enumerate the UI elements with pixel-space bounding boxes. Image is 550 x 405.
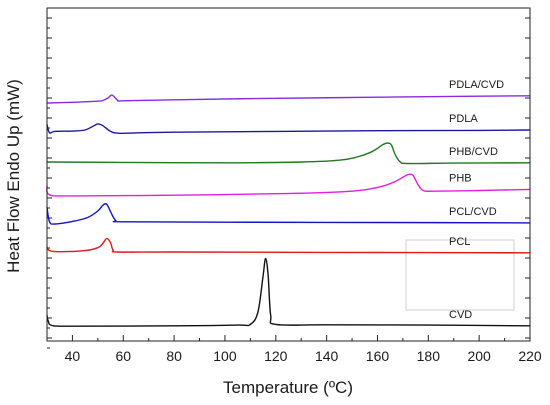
series-label-pcl: PCL	[449, 236, 470, 248]
series-line-pdla	[46, 123, 531, 135]
x-tick-label: 40	[65, 348, 81, 364]
series-labels: PDLA/CVD PDLA PHB/CVD PHB PCL/CVD PCL CVD	[449, 79, 504, 321]
series-label-pdla: PDLA	[449, 113, 478, 125]
series-label-pdla-cvd: PDLA/CVD	[449, 79, 504, 91]
x-tick-label: 140	[315, 348, 339, 364]
series-layer	[46, 94, 531, 327]
series-label-cvd: CVD	[449, 309, 472, 321]
series-label-phb: PHB	[449, 172, 472, 184]
x-axis-ticks: 40 60 80 100 120 140 160 180 200 220	[46, 335, 542, 364]
series-line-pdla-cvd	[46, 94, 531, 104]
x-axis-title: Temperature (ºC)	[223, 378, 353, 397]
x-tick-label: 220	[518, 348, 542, 364]
x-tick-label: 60	[115, 348, 131, 364]
plot-frame	[46, 7, 531, 342]
x-tick-label: 80	[166, 348, 182, 364]
series-line-cvd	[46, 257, 531, 327]
x-tick-label: 120	[264, 348, 288, 364]
y-axis-ticks	[47, 17, 530, 349]
series-label-phb-cvd: PHB/CVD	[449, 146, 498, 158]
series-line-pcl-cvd	[46, 203, 531, 225]
annotation-box	[405, 239, 515, 311]
series-line-phb-cvd	[46, 142, 531, 165]
series-label-pcl-cvd: PCL/CVD	[449, 206, 497, 218]
series-line-phb	[46, 173, 531, 197]
x-tick-label: 180	[417, 348, 441, 364]
x-tick-label: 100	[213, 348, 237, 364]
y-axis-title: Heat Flow Endo Up (mW)	[4, 79, 23, 273]
x-tick-label: 160	[366, 348, 390, 364]
series-line-pcl	[46, 237, 531, 254]
x-tick-label: 200	[467, 348, 491, 364]
